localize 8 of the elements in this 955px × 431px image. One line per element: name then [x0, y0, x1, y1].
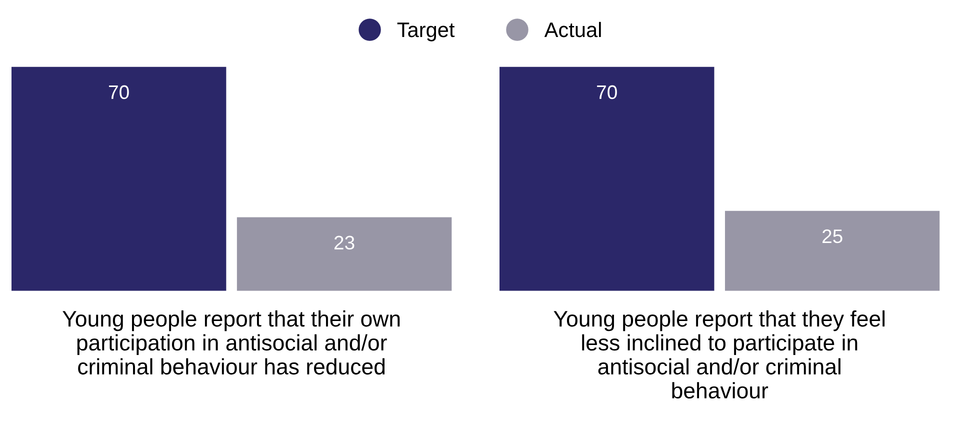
legend-label: Actual: [544, 22, 601, 38]
x-tick-label: Young people report that they feel less inclined to participate in antisocial and/or criminal behaviour: [554, 310, 885, 398]
x-tick-label: Young people report that their own participation in antisocial and/or criminal behaviour has reduced: [62, 310, 400, 375]
data-label: 23: [334, 236, 354, 250]
data-label: 70: [109, 85, 129, 100]
data-label: 25: [822, 229, 842, 244]
legend-label: Target: [397, 22, 455, 42]
data-label: 70: [597, 85, 617, 100]
